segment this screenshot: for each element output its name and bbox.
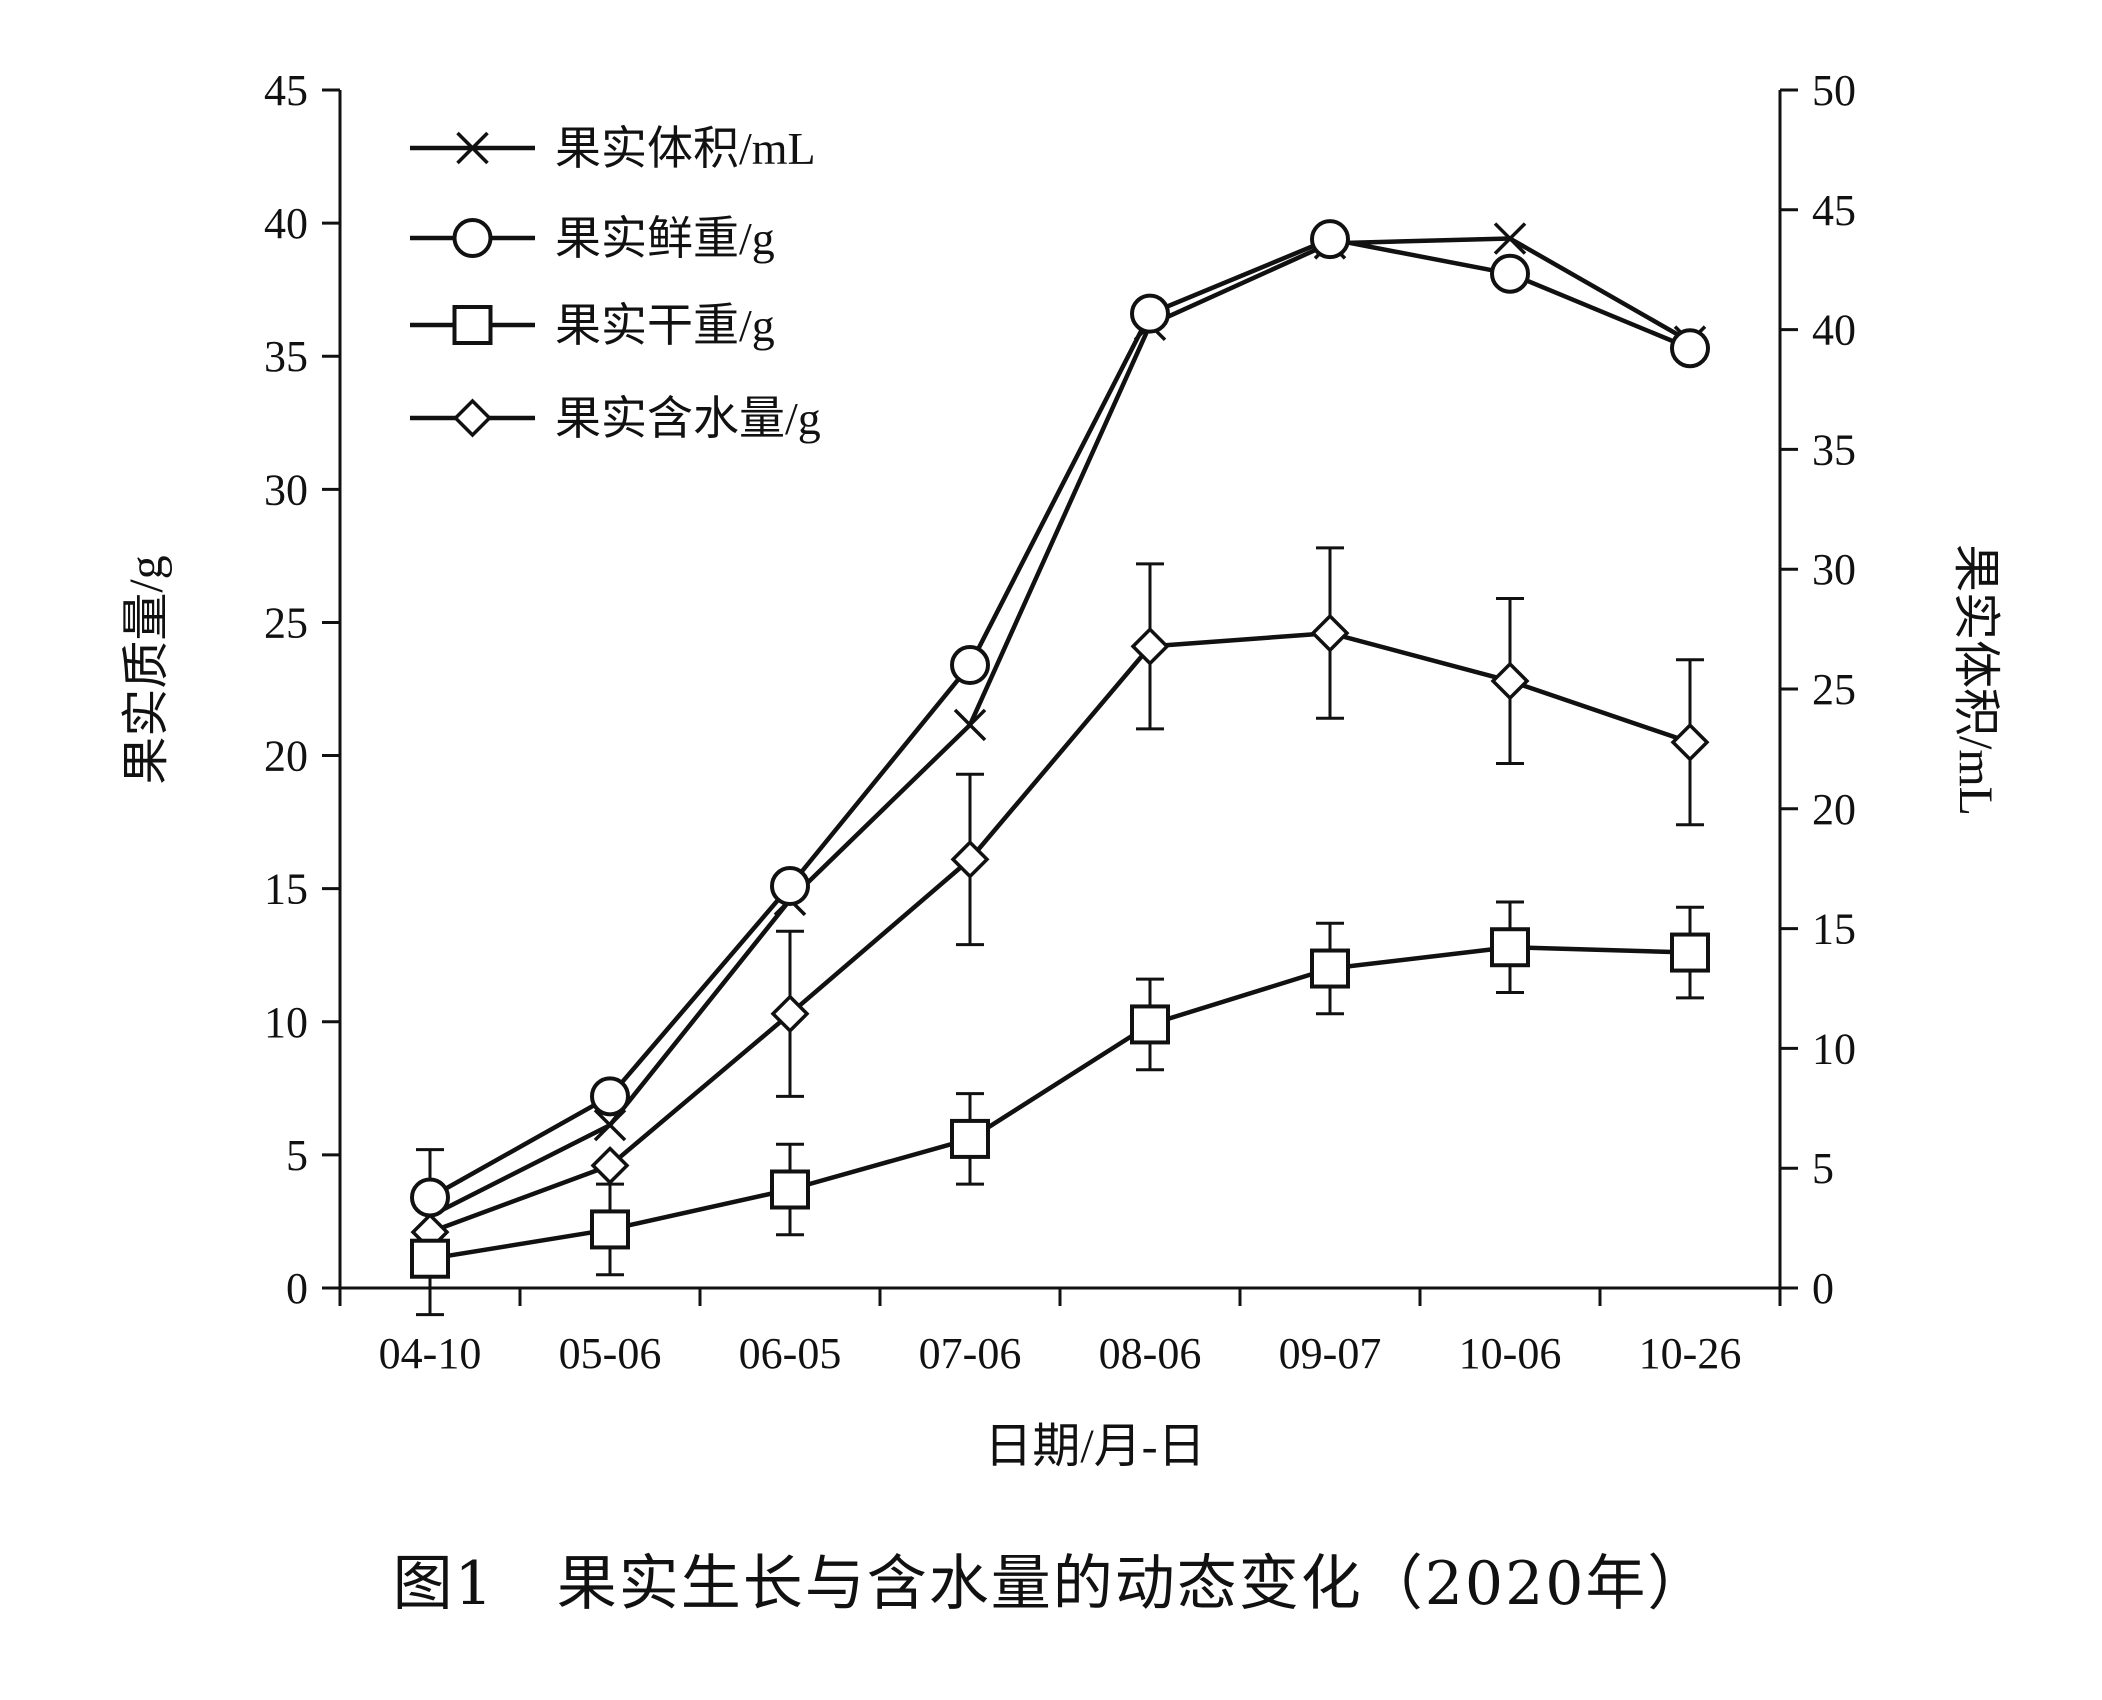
legend-item: 果实鲜重/g	[410, 213, 775, 264]
series-line	[429, 944, 1691, 1261]
data-point-square	[950, 1118, 990, 1159]
y-right-tick-label: 50	[1812, 66, 1856, 115]
data-point-diamond	[1130, 626, 1170, 666]
data-point-circle	[1310, 219, 1350, 260]
legend-label: 果实含水量/g	[555, 393, 821, 444]
y-right-tick-label: 20	[1812, 785, 1856, 834]
legend: 果实体积/mL 果实鲜重/g 果实干重/g 果实含水量/g	[410, 123, 821, 444]
data-point-diamond	[1310, 613, 1350, 653]
legend-marker-x	[456, 131, 489, 165]
y-right-tick-label: 30	[1812, 545, 1856, 594]
data-point-diamond	[590, 1146, 630, 1186]
x-tick-label: 09-07	[1279, 1329, 1382, 1378]
series-square	[410, 927, 1710, 1279]
y-left-axis-title: 果实质量/g	[120, 555, 173, 784]
legend-label: 果实体积/mL	[555, 123, 816, 174]
data-point-circle	[1490, 253, 1530, 294]
data-point-square	[1670, 932, 1710, 973]
legend-item: 果实干重/g	[410, 300, 775, 351]
legend-marker-square	[452, 305, 493, 345]
y-left-tick-label: 10	[264, 998, 308, 1047]
legend-label: 果实干重/g	[555, 300, 775, 351]
x-axis-title: 日期/月-日	[984, 1420, 1205, 1473]
legend-marker-circle	[452, 218, 493, 258]
y-right-tick-label: 40	[1812, 306, 1856, 355]
y-right-tick-label: 25	[1812, 665, 1856, 714]
y-left-tick-label: 25	[264, 598, 308, 647]
series-line	[428, 236, 1692, 1219]
legend-item: 果实体积/mL	[410, 123, 816, 174]
series-line	[429, 630, 1691, 1235]
data-point-diamond	[950, 839, 990, 879]
data-point-circle	[590, 1076, 630, 1117]
data-point-square	[770, 1169, 810, 1210]
y-left-tick-label: 45	[264, 66, 308, 115]
data-point-square	[590, 1209, 630, 1250]
legend-item: 果实含水量/g	[410, 393, 821, 444]
y-left-tick-label: 35	[264, 332, 308, 381]
data-point-square	[1310, 948, 1350, 989]
data-point-diamond	[1490, 661, 1530, 701]
y-right-tick-label: 10	[1812, 1024, 1856, 1073]
figure-caption: 图1 果实生长与含水量的动态变化（2020年）	[392, 1549, 1710, 1619]
x-tick-label: 10-26	[1639, 1329, 1742, 1378]
data-point-diamond	[1670, 722, 1710, 762]
axes: 0 5 10 15 20 25 30 35 40 45 0 5 10 15 20 25 30 35 40 45 50 04…	[264, 66, 1856, 1378]
x-tick-label: 10-06	[1459, 1329, 1562, 1378]
data-point-square	[1130, 1004, 1170, 1045]
data-point-circle	[770, 866, 810, 907]
data-point-square	[1490, 927, 1530, 968]
y-left-tick-label: 15	[264, 865, 308, 914]
y-left-tick-label: 20	[264, 732, 308, 781]
y-left-tick-label: 0	[286, 1264, 308, 1313]
x-tick-label: 07-06	[919, 1329, 1022, 1378]
y-right-tick-label: 0	[1812, 1264, 1834, 1313]
x-tick-label: 06-05	[739, 1329, 842, 1378]
y-right-tick-label: 45	[1812, 186, 1856, 235]
series-layer	[410, 219, 1710, 1279]
legend-marker-diamond	[453, 398, 492, 438]
legend-label: 果实鲜重/g	[555, 213, 775, 264]
data-point-circle	[950, 645, 990, 686]
data-point-x	[1493, 222, 1527, 255]
y-right-tick-label: 15	[1812, 905, 1856, 954]
data-point-diamond	[770, 994, 810, 1034]
data-point-circle	[1670, 328, 1710, 369]
series-line	[428, 236, 1691, 1200]
x-tick-label: 05-06	[559, 1329, 662, 1378]
y-left-tick-label: 40	[264, 199, 308, 248]
data-point-x	[953, 708, 987, 742]
data-point-square	[410, 1238, 450, 1279]
y-right-tick-label: 5	[1812, 1144, 1834, 1193]
series-circle	[410, 219, 1710, 1218]
x-tick-label: 04-10	[379, 1329, 482, 1378]
y-right-axis-title: 果实体积/mL	[1949, 544, 2002, 816]
series-diamond	[410, 613, 1710, 1252]
y-right-tick-label: 35	[1812, 425, 1856, 474]
data-point-circle	[410, 1177, 450, 1218]
y-left-tick-label: 5	[286, 1131, 308, 1180]
x-tick-label: 08-06	[1099, 1329, 1202, 1378]
data-point-circle	[1130, 293, 1170, 334]
data-point-x	[593, 1108, 627, 1142]
y-left-tick-label: 30	[264, 465, 308, 514]
